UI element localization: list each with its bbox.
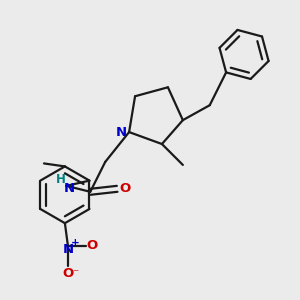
Text: O: O (86, 239, 98, 252)
Text: +: + (71, 238, 80, 248)
Text: ⁻: ⁻ (72, 267, 79, 280)
Text: O: O (119, 182, 130, 195)
Text: H: H (56, 173, 65, 186)
Text: N: N (62, 243, 74, 256)
Text: N: N (64, 182, 75, 195)
Text: O: O (62, 267, 74, 280)
Text: N: N (116, 126, 127, 139)
